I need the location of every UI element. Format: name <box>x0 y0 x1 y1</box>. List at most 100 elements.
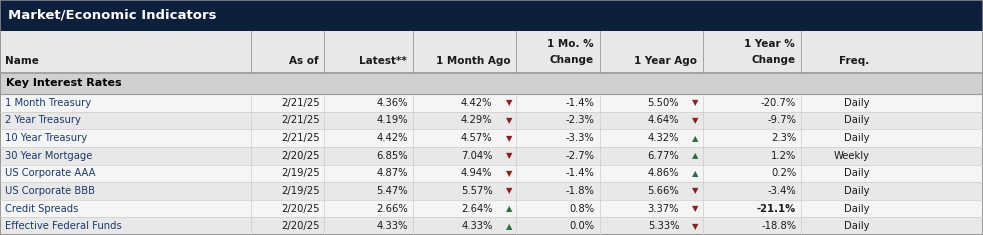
Text: 4.86%: 4.86% <box>648 168 679 178</box>
Text: -3.3%: -3.3% <box>566 133 595 143</box>
Text: 4.36%: 4.36% <box>376 98 408 108</box>
Text: ▼: ▼ <box>692 204 699 213</box>
Text: 1 Mo. %: 1 Mo. % <box>548 39 594 49</box>
Text: 0.2%: 0.2% <box>771 168 796 178</box>
Text: Name: Name <box>5 56 38 66</box>
Text: -21.1%: -21.1% <box>757 204 796 214</box>
Text: ▲: ▲ <box>505 222 512 231</box>
Bar <box>0 73 983 94</box>
Text: -1.4%: -1.4% <box>566 98 595 108</box>
Text: 4.42%: 4.42% <box>461 98 492 108</box>
Text: 2/21/25: 2/21/25 <box>281 115 319 125</box>
Bar <box>0 129 983 147</box>
Text: 4.19%: 4.19% <box>376 115 408 125</box>
Text: 4.42%: 4.42% <box>376 133 408 143</box>
Text: Effective Federal Funds: Effective Federal Funds <box>5 221 122 231</box>
Text: Daily: Daily <box>844 168 870 178</box>
Text: Freq.: Freq. <box>838 56 869 66</box>
Text: 2/21/25: 2/21/25 <box>281 133 319 143</box>
Bar <box>0 31 983 73</box>
Bar <box>0 200 983 217</box>
Bar <box>0 182 983 200</box>
Text: Daily: Daily <box>844 133 870 143</box>
Text: 5.50%: 5.50% <box>648 98 679 108</box>
Text: 2/20/25: 2/20/25 <box>281 151 319 161</box>
Text: ▼: ▼ <box>505 133 512 143</box>
Text: 4.94%: 4.94% <box>461 168 492 178</box>
Text: 2 Year Treasury: 2 Year Treasury <box>5 115 81 125</box>
Text: 1 Year %: 1 Year % <box>744 39 795 49</box>
Text: 4.57%: 4.57% <box>461 133 492 143</box>
Text: -18.8%: -18.8% <box>761 221 796 231</box>
Text: 2/20/25: 2/20/25 <box>281 221 319 231</box>
Text: ▲: ▲ <box>692 169 699 178</box>
Text: Latest**: Latest** <box>359 56 407 66</box>
Text: ▼: ▼ <box>692 98 699 107</box>
Text: -1.8%: -1.8% <box>566 186 595 196</box>
Bar <box>0 147 983 164</box>
Text: 2.3%: 2.3% <box>771 133 796 143</box>
Bar <box>0 217 983 235</box>
Text: ▲: ▲ <box>692 151 699 160</box>
Text: Daily: Daily <box>844 115 870 125</box>
Text: 1 Month Treasury: 1 Month Treasury <box>5 98 91 108</box>
Text: 1.2%: 1.2% <box>771 151 796 161</box>
Text: 5.47%: 5.47% <box>376 186 408 196</box>
Text: 5.33%: 5.33% <box>648 221 679 231</box>
Text: -2.7%: -2.7% <box>565 151 595 161</box>
Text: ▼: ▼ <box>692 116 699 125</box>
Bar <box>0 164 983 182</box>
Text: 2/19/25: 2/19/25 <box>281 186 319 196</box>
Text: 10 Year Treasury: 10 Year Treasury <box>5 133 87 143</box>
Text: Daily: Daily <box>844 98 870 108</box>
Bar <box>0 94 983 112</box>
Text: ▼: ▼ <box>505 169 512 178</box>
Text: 5.57%: 5.57% <box>461 186 492 196</box>
Text: ▼: ▼ <box>505 186 512 196</box>
Text: 2.64%: 2.64% <box>461 204 492 214</box>
Bar <box>0 0 983 31</box>
Text: Daily: Daily <box>844 186 870 196</box>
Text: As of: As of <box>289 56 318 66</box>
Text: 4.33%: 4.33% <box>376 221 408 231</box>
Text: ▼: ▼ <box>505 151 512 160</box>
Text: 0.8%: 0.8% <box>569 204 595 214</box>
Text: 30 Year Mortgage: 30 Year Mortgage <box>5 151 92 161</box>
Text: 6.85%: 6.85% <box>376 151 408 161</box>
Text: 2/20/25: 2/20/25 <box>281 204 319 214</box>
Text: ▲: ▲ <box>505 204 512 213</box>
Text: 1 Year Ago: 1 Year Ago <box>634 56 697 66</box>
Text: 0.0%: 0.0% <box>569 221 595 231</box>
Text: Credit Spreads: Credit Spreads <box>5 204 79 214</box>
Text: 3.37%: 3.37% <box>648 204 679 214</box>
Text: 5.66%: 5.66% <box>648 186 679 196</box>
Text: 4.64%: 4.64% <box>648 115 679 125</box>
Text: Daily: Daily <box>844 221 870 231</box>
Text: Change: Change <box>549 55 594 65</box>
Text: 4.87%: 4.87% <box>376 168 408 178</box>
Text: Daily: Daily <box>844 204 870 214</box>
Text: ▲: ▲ <box>692 133 699 143</box>
Text: -3.4%: -3.4% <box>768 186 796 196</box>
Text: 4.29%: 4.29% <box>461 115 492 125</box>
Text: ▼: ▼ <box>692 186 699 196</box>
Text: 6.77%: 6.77% <box>648 151 679 161</box>
Text: 1 Month Ago: 1 Month Ago <box>435 56 510 66</box>
Text: 2/19/25: 2/19/25 <box>281 168 319 178</box>
Text: 2/21/25: 2/21/25 <box>281 98 319 108</box>
Text: US Corporate AAA: US Corporate AAA <box>5 168 95 178</box>
Text: -9.7%: -9.7% <box>767 115 796 125</box>
Text: Weekly: Weekly <box>834 151 870 161</box>
Text: Key Interest Rates: Key Interest Rates <box>6 78 122 88</box>
Text: 4.33%: 4.33% <box>461 221 492 231</box>
Text: 4.32%: 4.32% <box>648 133 679 143</box>
Bar <box>0 112 983 129</box>
Text: Market/Economic Indicators: Market/Economic Indicators <box>8 9 216 22</box>
Text: ▼: ▼ <box>692 222 699 231</box>
Text: -1.4%: -1.4% <box>566 168 595 178</box>
Text: ▼: ▼ <box>505 98 512 107</box>
Text: -2.3%: -2.3% <box>566 115 595 125</box>
Text: 7.04%: 7.04% <box>461 151 492 161</box>
Text: ▼: ▼ <box>505 116 512 125</box>
Text: 2.66%: 2.66% <box>376 204 408 214</box>
